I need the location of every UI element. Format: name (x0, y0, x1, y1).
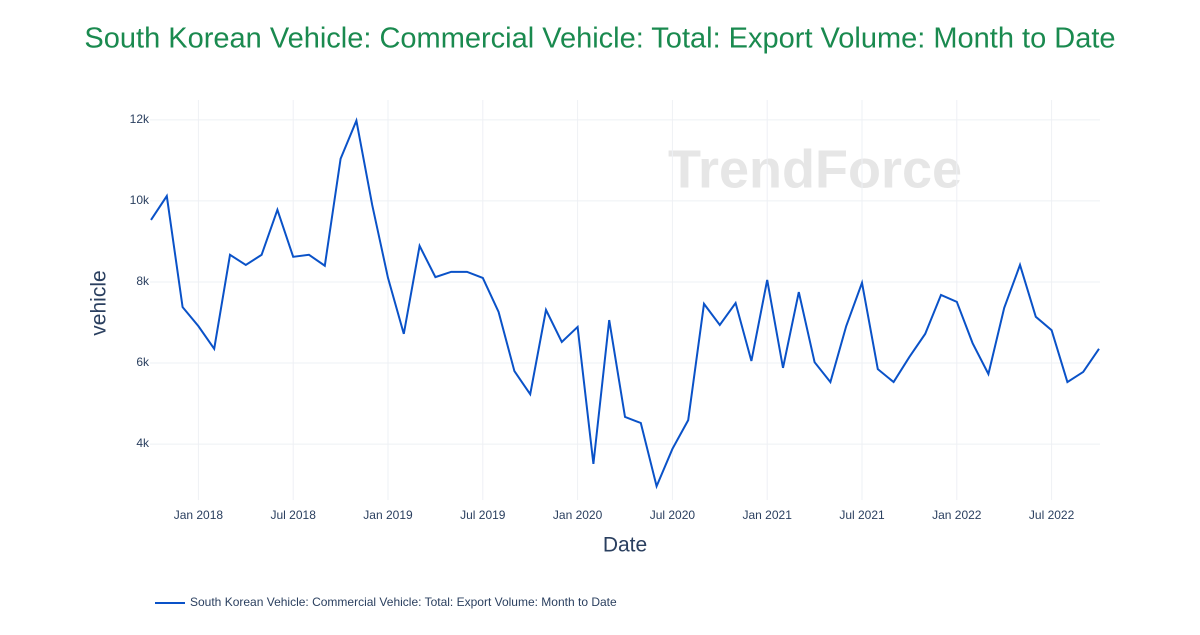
x-tick-label: Jul 2019 (460, 508, 506, 522)
y-tick-label: 8k (136, 274, 150, 288)
data-line (150, 117, 1100, 490)
x-tick-label: Jan 2021 (743, 508, 793, 522)
x-tick-label: Jul 2020 (650, 508, 696, 522)
y-tick-label: 10k (130, 193, 150, 207)
watermark: TrendForce (668, 139, 962, 199)
legend-label: South Korean Vehicle: Commercial Vehicle… (190, 595, 617, 609)
y-axis-label: vehicle (88, 270, 111, 335)
x-tick-label: Jan 2019 (363, 508, 413, 522)
x-axis-label: Date (603, 534, 647, 557)
x-tick-label: Jan 2022 (932, 508, 982, 522)
x-tick-label: Jul 2018 (271, 508, 317, 522)
chart-title: South Korean Vehicle: Commercial Vehicle… (84, 23, 1115, 55)
x-tick-label: Jan 2020 (553, 508, 603, 522)
y-tick-label: 12k (130, 112, 150, 126)
y-tick-label: 4k (136, 436, 150, 450)
x-tick-label: Jan 2018 (174, 508, 224, 522)
x-tick-label: Jul 2021 (839, 508, 885, 522)
x-tick-label: Jul 2022 (1029, 508, 1075, 522)
y-tick-label: 6k (136, 355, 150, 369)
